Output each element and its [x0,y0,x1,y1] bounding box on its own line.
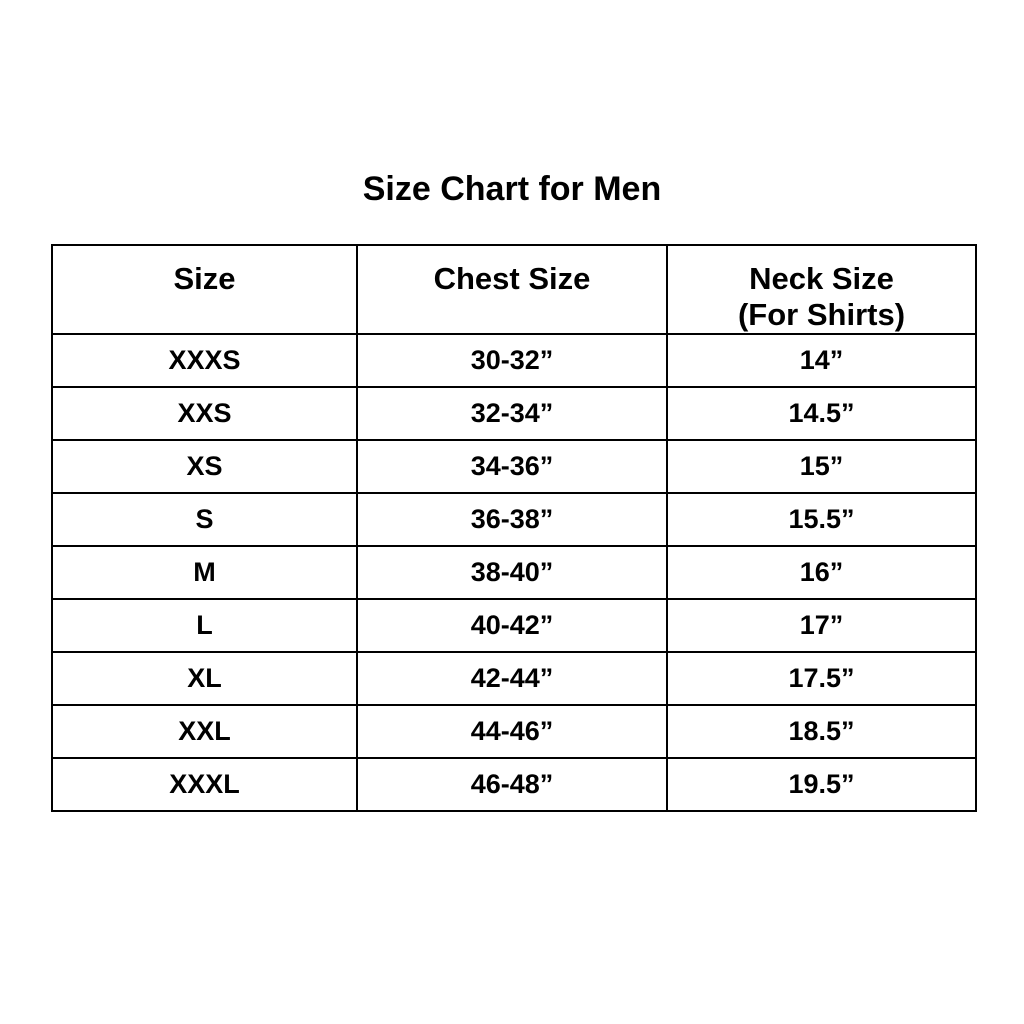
neck-size-cell: 16” [666,545,977,600]
size-cell: S [51,492,358,547]
size-cell: XXXS [51,333,358,388]
neck-size-cell: 17.5” [666,651,977,706]
chest-size-cell: 46-48” [356,757,668,812]
neck-size-cell: 15” [666,439,977,494]
size-cell: M [51,545,358,600]
column-header-size: Size [51,244,358,335]
column-header-chest: Chest Size [356,244,668,335]
table-header: Size Chest Size Neck Size (For Shirts) [51,244,977,335]
column-header-size-label: Size [173,261,236,296]
table-row: S 36-38” 15.5” [51,492,977,547]
table-row: XXL 44-46” 18.5” [51,704,977,759]
size-cell: XXXL [51,757,358,812]
size-cell: L [51,598,358,653]
size-table-body: XXXS 30-32” 14” XXS 32-34” 14.5” XS 34-36” 15” S 3… [51,333,977,812]
chest-size-cell: 32-34” [356,386,668,441]
chest-size-cell: 38-40” [356,545,668,600]
header-row: Size Chest Size Neck Size (For Shirts) [51,244,977,335]
table-row: M 38-40” 16” [51,545,977,600]
chest-size-cell: 30-32” [356,333,668,388]
column-header-neck-sublabel: (For Shirts) [737,297,906,332]
table-row: XS 34-36” 15” [51,439,977,494]
chest-size-cell: 36-38” [356,492,668,547]
chest-size-cell: 42-44” [356,651,668,706]
table-row: L 40-42” 17” [51,598,977,653]
column-header-neck-label: Neck Size [749,261,894,296]
chest-size-cell: 40-42” [356,598,668,653]
table-row: XL 42-44” 17.5” [51,651,977,706]
neck-size-cell: 14” [666,333,977,388]
page-title: Size Chart for Men [362,170,662,208]
size-cell: XL [51,651,358,706]
table-row: XXS 32-34” 14.5” [51,386,977,441]
column-header-chest-label: Chest Size [433,261,591,296]
neck-size-cell: 17” [666,598,977,653]
table-row: XXXS 30-32” 14” [51,333,977,388]
chest-size-cell: 44-46” [356,704,668,759]
neck-size-cell: 14.5” [666,386,977,441]
neck-size-cell: 18.5” [666,704,977,759]
neck-size-cell: 19.5” [666,757,977,812]
size-cell: XXL [51,704,358,759]
column-header-neck: Neck Size (For Shirts) [666,244,977,335]
table-row: XXXL 46-48” 19.5” [51,757,977,812]
size-cell: XS [51,439,358,494]
chest-size-cell: 34-36” [356,439,668,494]
neck-size-cell: 15.5” [666,492,977,547]
size-chart-table: Size Chest Size Neck Size (For Shirts) X… [51,244,977,812]
size-cell: XXS [51,386,358,441]
